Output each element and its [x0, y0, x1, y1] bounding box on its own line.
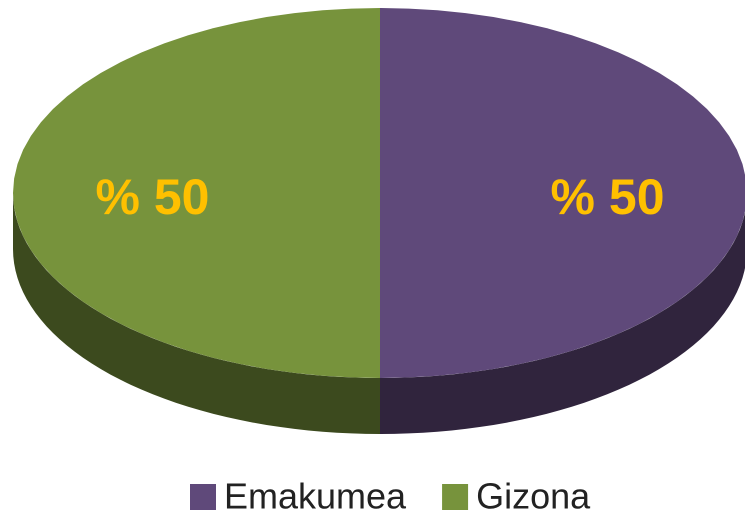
legend-swatch — [190, 484, 216, 510]
slice-side — [380, 211, 745, 434]
data-label: % 50 — [95, 169, 209, 225]
slice — [13, 8, 380, 378]
slice — [380, 8, 745, 378]
slice-side — [13, 193, 380, 434]
legend-swatch — [442, 484, 469, 510]
legend-label: Emakumea — [224, 476, 407, 517]
data-label: % 50 — [551, 169, 665, 225]
legend-label: Gizona — [476, 476, 591, 517]
